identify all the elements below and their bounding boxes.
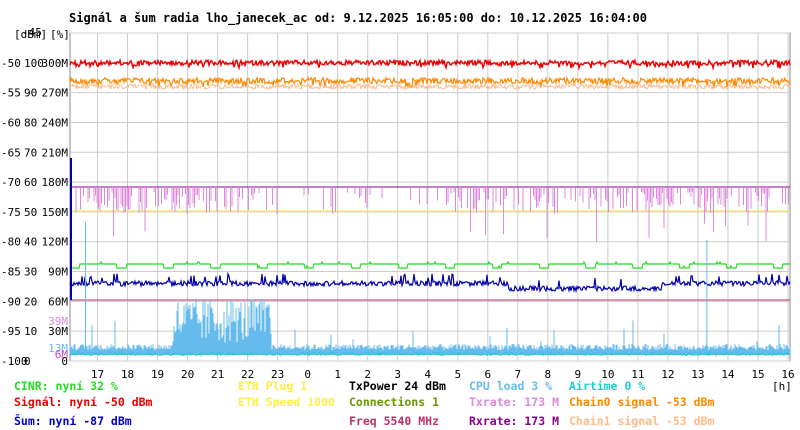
x-tick-label: 17	[91, 368, 104, 381]
legend-entry: Connections 1	[349, 395, 439, 409]
y-tick-rate: 240M	[42, 116, 69, 129]
y-tick-percent: 90	[24, 87, 37, 100]
x-tick-label: 4	[424, 368, 431, 381]
y-tick-dbm: -100	[1, 355, 28, 368]
x-tick-label: 9	[575, 368, 582, 381]
x-tick-label: 23	[271, 368, 284, 381]
y-tick-dbm: -55	[1, 87, 21, 100]
x-tick-label: 14	[721, 368, 735, 381]
y-tick-percent: 70	[24, 146, 37, 159]
x-tick-label: 22	[241, 368, 254, 381]
rate-tick-extra: 39M	[48, 315, 68, 328]
legend-entry: Chain0 signal -53 dBm	[569, 395, 714, 409]
y-tick-percent: 80	[24, 116, 37, 129]
unit-percent-label: [%]	[50, 28, 70, 41]
x-tick-label: 2	[364, 368, 371, 381]
legend-entry: Airtime 0 %	[569, 379, 645, 393]
chain1-series	[69, 82, 791, 91]
y-tick-rate: 150M	[42, 206, 69, 219]
y-tick-percent: 50	[24, 206, 37, 219]
data-series	[69, 57, 791, 357]
y-tick-percent: 40	[24, 236, 37, 249]
legend-entry: Freq 5540 MHz	[349, 414, 439, 428]
y-tick-percent: 0	[24, 355, 31, 368]
y-tick-rate: 300M	[42, 57, 69, 70]
legend-entry: ETH Plug 1	[238, 379, 307, 393]
y-tick-rate: 30M	[48, 325, 68, 338]
y-tick-dbm: -45	[22, 26, 42, 39]
y-tick-percent: 100	[24, 57, 44, 70]
x-tick-label: 6	[484, 368, 491, 381]
y-tick-dbm: -50	[1, 57, 21, 70]
legend-entry: CINR: nyní 32 %	[14, 379, 118, 393]
x-tick-label: 3	[394, 368, 401, 381]
unit-dbm-label: [dBm]	[14, 28, 47, 41]
cinr-series	[70, 260, 790, 270]
chart-title: Signál a šum radia lho_janecek_ac od: 9.…	[69, 11, 647, 26]
y-tick-dbm: -85	[1, 266, 21, 279]
y-tick-dbm: -90	[1, 295, 21, 308]
y-tick-dbm: -65	[1, 146, 21, 159]
x-tick-label: 10	[601, 368, 614, 381]
cpu-series	[69, 222, 791, 355]
x-tick-label: 20	[181, 368, 194, 381]
legend-entry: CPU load 3 %	[469, 379, 552, 393]
y-tick-rate: 120M	[42, 236, 69, 249]
y-tick-dbm: -95	[1, 325, 21, 338]
x-tick-label: 5	[454, 368, 461, 381]
unit-hours-label: [h]	[772, 380, 792, 393]
y-tick-dbm: -80	[1, 236, 21, 249]
x-tick-label: 7	[514, 368, 521, 381]
x-tick-label: 8	[545, 368, 552, 381]
legend-entry: Šum: nyní -87 dBm	[14, 413, 132, 428]
x-tick-label: 12	[661, 368, 674, 381]
signal-series	[69, 57, 791, 71]
grid-lines	[69, 32, 791, 362]
legend-entry: ETH Speed 1000	[238, 395, 335, 409]
y-tick-percent: 10	[24, 325, 37, 338]
y-tick-rate: 210M	[42, 146, 69, 159]
x-tick-label: 16	[781, 368, 794, 381]
x-tick-label: 0	[304, 368, 311, 381]
legend-entry: Signál: nyní -50 dBm	[14, 395, 153, 409]
y-tick-dbm: -60	[1, 116, 21, 129]
rate-tick-extra: 6M	[55, 348, 69, 361]
y-tick-rate: 270M	[42, 87, 69, 100]
x-tick-label: 21	[211, 368, 224, 381]
x-tick-label: 18	[121, 368, 134, 381]
rate-tick-extra: 13M	[48, 342, 68, 355]
legend-entry: TxPower 24 dBm	[349, 379, 446, 393]
x-tick-label: 1	[334, 368, 341, 381]
y-tick-rate: 60M	[48, 295, 68, 308]
y-tick-rate: 90M	[48, 266, 68, 279]
x-tick-label: 11	[631, 368, 644, 381]
y-tick-dbm: -75	[1, 206, 21, 219]
y-tick-dbm: -70	[1, 176, 21, 189]
legend-entry: Chain1 signal -53 dBm	[569, 414, 714, 428]
y-tick-rate: 0	[61, 355, 68, 368]
legend-entry: Txrate: 173 M	[469, 395, 559, 409]
y-tick-percent: 30	[24, 266, 37, 279]
x-tick-labels: 17 18 19 20 21 22 23 0 1 2 3 4 5 6 7 8 9 10 11 12 13 14 15 16	[91, 368, 795, 381]
legend-entry: Rxrate: 173 M	[469, 414, 559, 428]
y-tick-rate: 180M	[42, 176, 69, 189]
legend: CINR: nyní 32 % Signál: nyní -50 dBm Šum: …	[14, 379, 714, 428]
y-tick-percent: 60	[24, 176, 37, 189]
airtime-series	[69, 351, 791, 357]
x-tick-label: 13	[691, 368, 704, 381]
y-tick-percent: 20	[24, 295, 37, 308]
noise-series	[69, 271, 791, 294]
x-tick-label: 15	[751, 368, 764, 381]
chain0-series	[69, 75, 791, 89]
x-tick-label: 19	[151, 368, 164, 381]
